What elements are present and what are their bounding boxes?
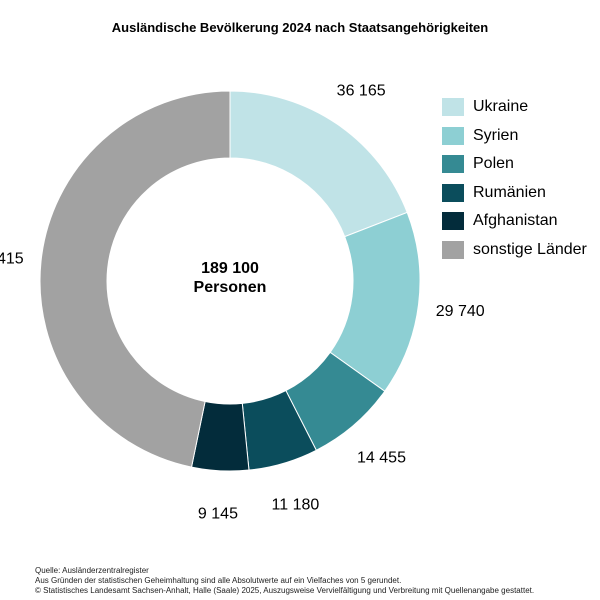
footer: Quelle: Ausländerzentralregister Aus Grü…: [35, 566, 534, 596]
legend-item-ukraine: Ukraine: [442, 93, 587, 122]
legend-swatch: [442, 212, 464, 231]
center-total-value: 189 100: [201, 260, 259, 277]
legend-item-sonstige-laender: sonstige Länder: [442, 236, 587, 265]
legend-label: Syrien: [473, 126, 519, 144]
legend-swatch: [442, 126, 464, 145]
slice-value-label-rumaenien: 11 180: [272, 497, 320, 514]
footer-note: Aus Gründen der statistischen Geheimhalt…: [35, 576, 402, 585]
slice-value-label-ukraine: 36 165: [337, 83, 386, 100]
legend-swatch: [442, 98, 464, 117]
chart-legend: Ukraine Syrien Polen Rumänien Afghanistan son…: [442, 93, 587, 264]
legend-label: Rumänien: [473, 183, 546, 201]
legend-swatch: [442, 155, 464, 174]
slice-value-label-syrien: 29 740: [436, 303, 485, 320]
footer-source: Quelle: Ausländerzentralregister: [35, 566, 149, 575]
slice-ukraine: [229, 90, 408, 238]
slice-value-label-polen: 14 455: [357, 450, 406, 467]
legend-item-rumaenien: Rumänien: [442, 179, 587, 208]
footer-copyright: © Statistisches Landesamt Sachsen-Anhalt…: [35, 586, 535, 595]
legend-label: Polen: [473, 155, 514, 173]
legend-item-syrien: Syrien: [442, 122, 587, 151]
slice-value-label-sonstige-laender: 88 415: [0, 250, 24, 267]
chart-title: Ausländische Bevölkerung 2024 nach Staat…: [111, 20, 489, 35]
donut-slices: [39, 90, 421, 472]
legend-label: sonstige Länder: [473, 240, 587, 258]
slice-sonstige-laender: [39, 90, 231, 468]
slice-value-labels: 36 165 29 740 14 455 11 180 9 145 88 415: [0, 83, 485, 523]
center-total-unit: Personen: [194, 279, 267, 296]
legend-item-polen: Polen: [442, 150, 587, 179]
slice-value-label-afghanistan: 9 145: [198, 506, 238, 523]
legend-label: Ukraine: [473, 98, 529, 116]
legend-item-afghanistan: Afghanistan: [442, 207, 587, 236]
legend-label: Afghanistan: [473, 212, 558, 230]
legend-swatch: [442, 183, 464, 202]
legend-swatch: [442, 240, 464, 259]
